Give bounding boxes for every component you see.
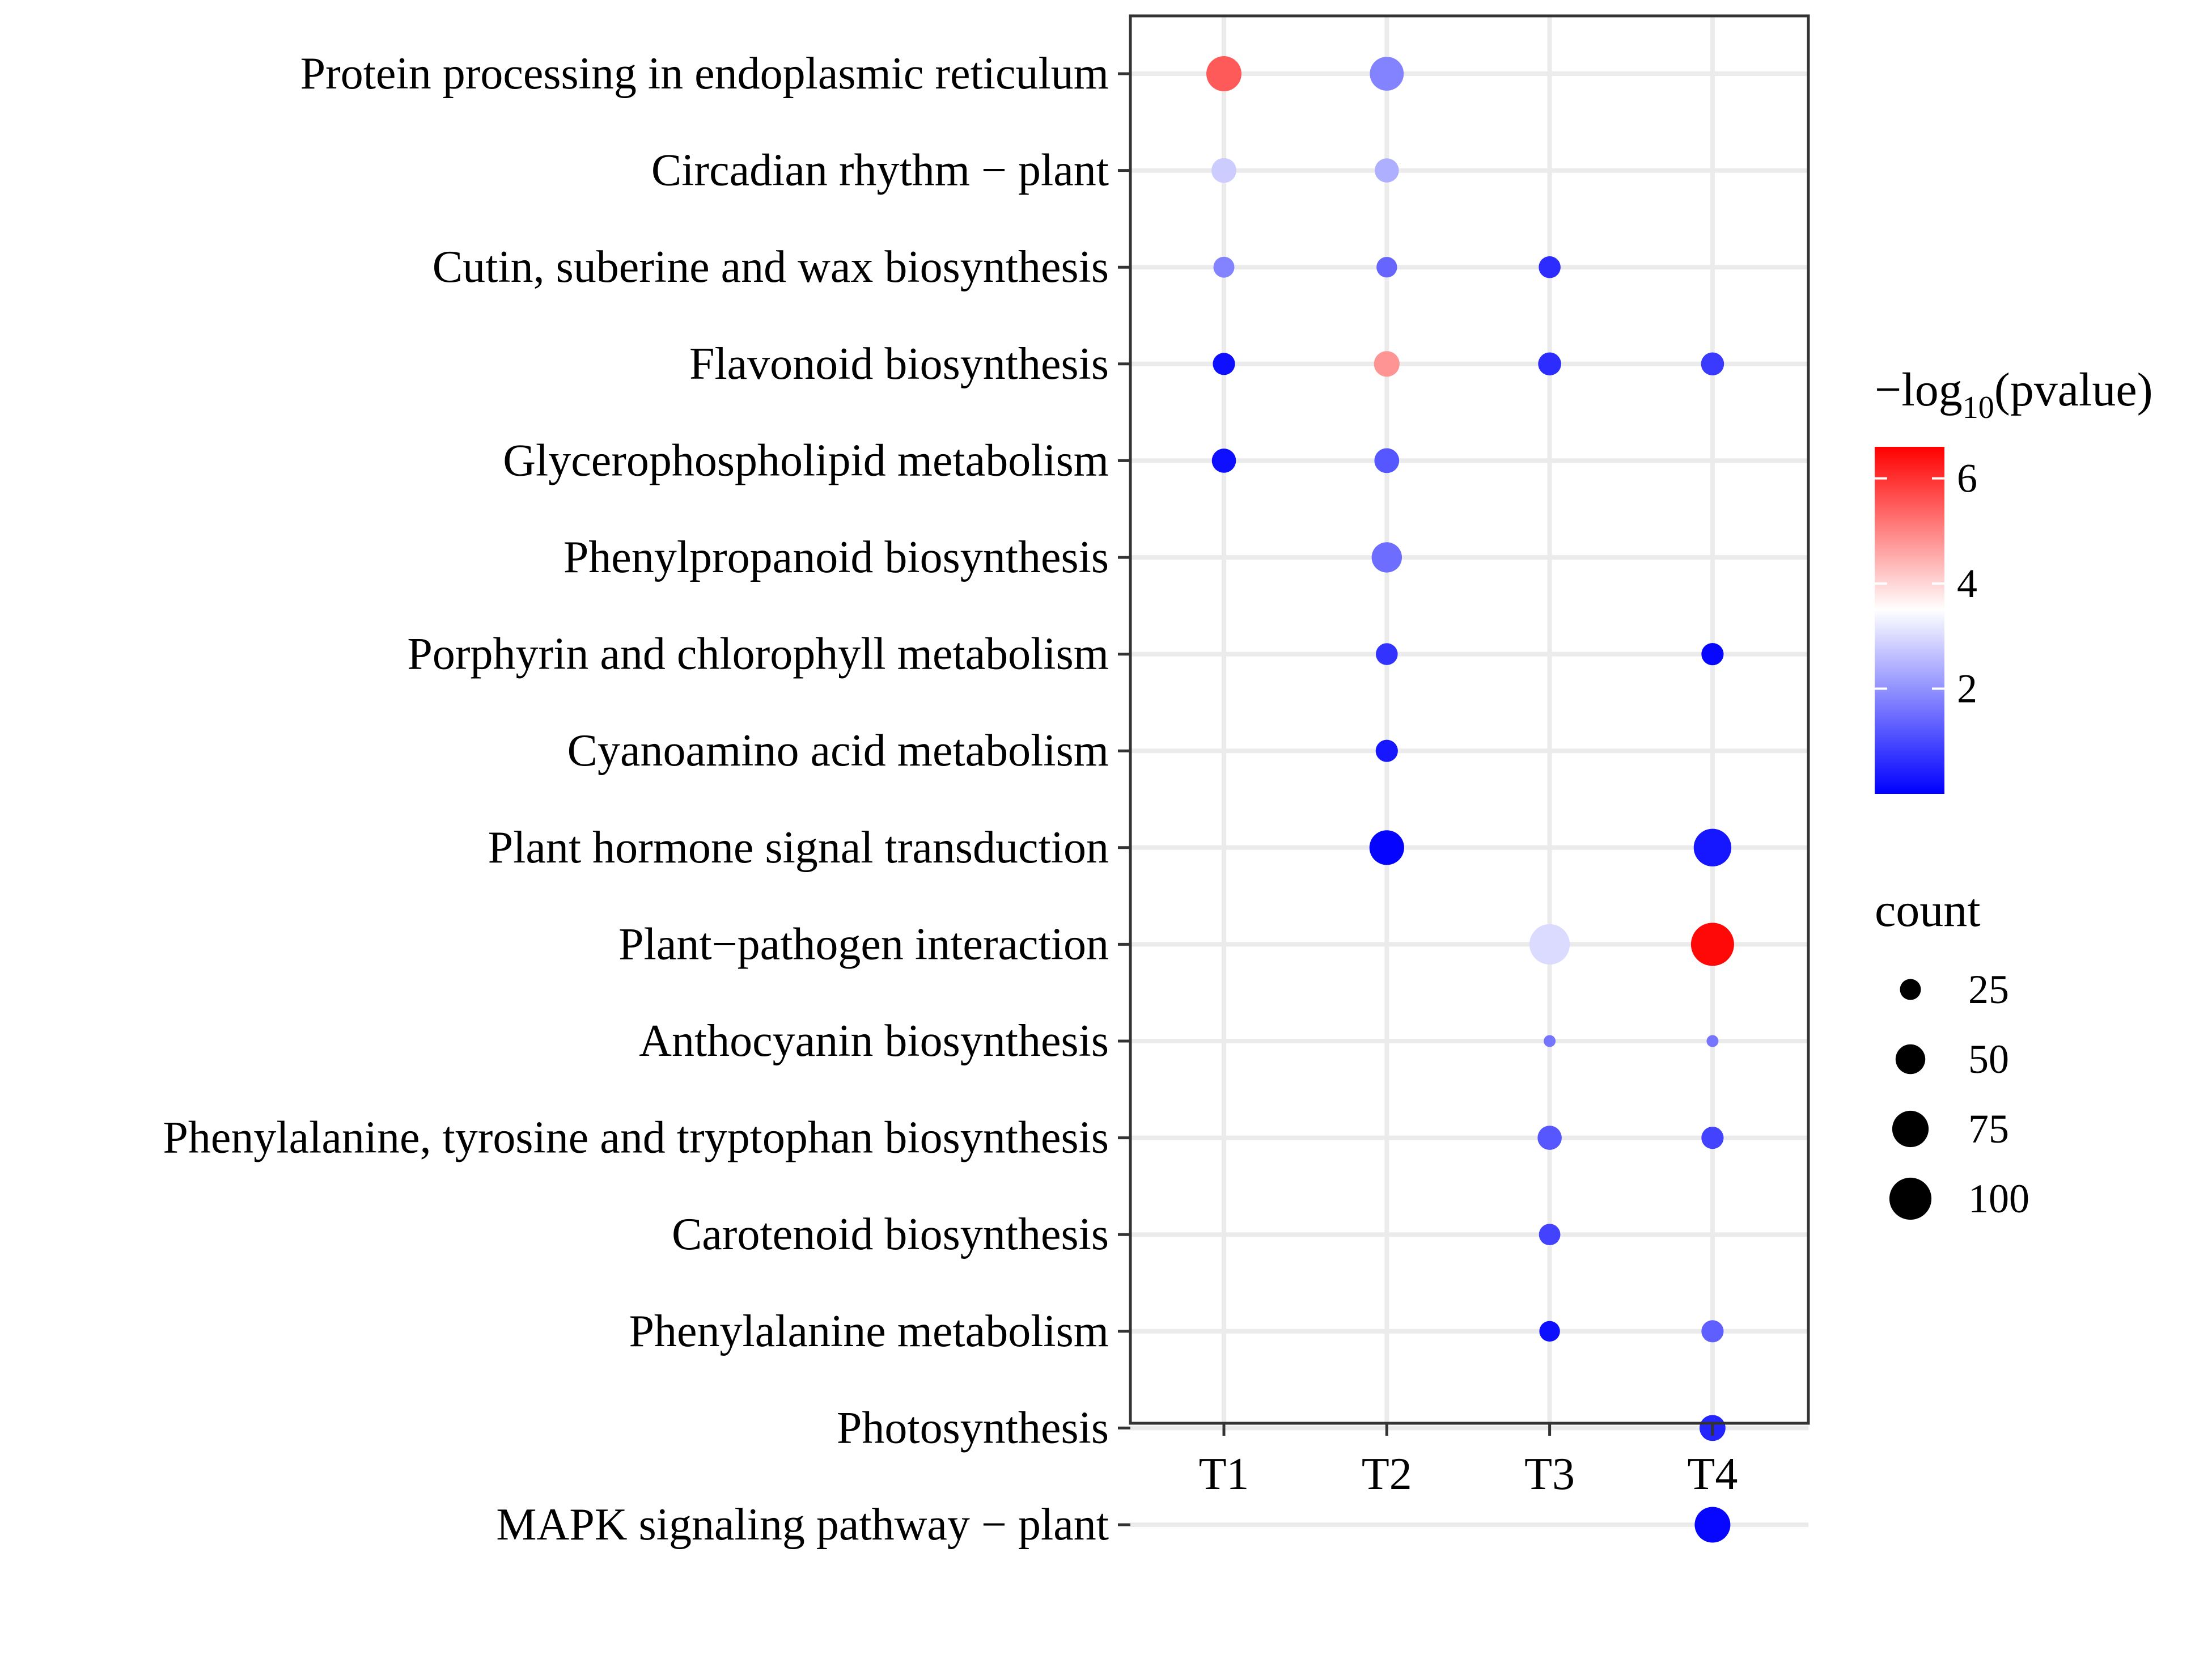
y-tick-label: Anthocyanin biosynthesis — [639, 1016, 1109, 1066]
point-t4-porphyrin-and-chlorophyll-metabolism — [1701, 643, 1724, 666]
y-tick-label: Phenylalanine, tyrosine and tryptophan b… — [163, 1113, 1109, 1163]
y-tick-label: Protein processing in endoplasmic reticu… — [300, 49, 1109, 99]
y-tick-label: Glycerophospholipid metabolism — [503, 435, 1109, 485]
size-legend-dot — [1892, 1110, 1929, 1148]
gridlines — [1130, 16, 1808, 1527]
y-tick-label: Phenylalanine metabolism — [629, 1306, 1109, 1356]
colorbar-tick-label: 2 — [1957, 666, 1977, 712]
x-tick-label: T4 — [1687, 1449, 1738, 1499]
colorbar-tick-label: 6 — [1957, 456, 1977, 501]
point-t2-phenylpropanoid-biosynthesis — [1371, 542, 1402, 573]
point-t1-circadian-rhythm-plant — [1211, 158, 1236, 183]
x-tick-label: T3 — [1524, 1449, 1575, 1499]
size-legend-dot — [1900, 979, 1921, 1000]
point-t2-cyanoamino-acid-metabolism — [1375, 739, 1398, 762]
point-t3-phenylalanine-metabolism — [1539, 1321, 1560, 1342]
size-legend-dot — [1895, 1044, 1926, 1075]
y-tick-label: Phenylpropanoid biosynthesis — [563, 532, 1109, 582]
colorbar-ticks: 2 4 6 — [1875, 456, 1977, 712]
point-t3-flavonoid-biosynthesis — [1538, 352, 1561, 376]
point-t2-glycerophospholipid-metabolism — [1374, 448, 1400, 473]
point-t4-flavonoid-biosynthesis — [1701, 352, 1724, 376]
y-tick-label: Flavonoid biosynthesis — [689, 339, 1109, 389]
point-t2-circadian-rhythm-plant — [1375, 158, 1399, 183]
point-t1-flavonoid-biosynthesis — [1213, 353, 1235, 375]
x-axis: T1 T2 T3 T4 — [1199, 1423, 1738, 1499]
point-t1-cutin-suberine-and-wax-biosynthesis — [1213, 256, 1235, 278]
y-tick-label: Porphyrin and chlorophyll metabolism — [407, 629, 1109, 679]
point-t4-anthocyanin-biosynthesis — [1706, 1035, 1719, 1047]
y-tick-label: Cutin, suberine and wax biosynthesis — [433, 242, 1109, 292]
size-legend-dot — [1889, 1177, 1932, 1220]
point-t3-carotenoid-biosynthesis — [1539, 1224, 1561, 1246]
y-tick-label: Plant hormone signal transduction — [488, 823, 1109, 873]
colorbar — [1875, 447, 1944, 794]
y-tick-label: MAPK signaling pathway − plant — [496, 1500, 1109, 1550]
size-legend-label: 50 — [1968, 1037, 2009, 1082]
point-t4-plant-pathogen-interaction — [1690, 923, 1734, 966]
size-legend-label: 100 — [1968, 1176, 2029, 1221]
point-t1-protein-processing-in-endoplasmic-reticulum — [1206, 56, 1241, 91]
panel-border — [1129, 14, 1810, 1425]
colorbar-tick-label: 4 — [1957, 561, 1977, 606]
y-tick-label: Cyanoamino acid metabolism — [567, 726, 1109, 776]
color-legend: −log10(pvalue) 2 4 6 — [1875, 363, 2153, 794]
y-tick-label: Photosynthesis — [837, 1403, 1109, 1453]
size-legend-label: 75 — [1968, 1106, 2009, 1152]
point-t2-flavonoid-biosynthesis — [1374, 351, 1400, 377]
point-t3-phenylalanine-tyrosine-and-tryptophan-biosynthesis — [1537, 1126, 1562, 1150]
size-legend-title: count — [1875, 884, 1981, 937]
point-t1-glycerophospholipid-metabolism — [1211, 449, 1236, 473]
y-tick-label: Circadian rhythm − plant — [651, 146, 1109, 196]
point-t4-mapk-signaling-pathway-plant — [1694, 1507, 1731, 1543]
y-tick-label: Plant−pathogen interaction — [618, 919, 1109, 969]
size-legend: count 25 50 75 100 — [1875, 884, 2029, 1221]
point-t3-plant-pathogen-interaction — [1529, 924, 1570, 965]
y-axis: Protein processing in endoplasmic reticu… — [163, 49, 1130, 1550]
data-points — [1206, 56, 1734, 1543]
point-t2-plant-hormone-signal-transduction — [1369, 830, 1404, 865]
point-t4-plant-hormone-signal-transduction — [1693, 828, 1732, 867]
point-t4-phenylalanine-tyrosine-and-tryptophan-biosynthesis — [1701, 1127, 1724, 1149]
size-legend-label: 25 — [1968, 967, 2009, 1012]
point-t3-anthocyanin-biosynthesis — [1544, 1035, 1556, 1047]
x-tick-label: T2 — [1362, 1449, 1412, 1499]
x-tick-label: T1 — [1199, 1449, 1249, 1499]
color-legend-title: −log10(pvalue) — [1875, 363, 2153, 425]
point-t2-cutin-suberine-and-wax-biosynthesis — [1376, 257, 1397, 278]
point-t4-phenylalanine-metabolism — [1701, 1320, 1724, 1343]
point-t2-protein-processing-in-endoplasmic-reticulum — [1370, 57, 1404, 91]
y-tick-label: Carotenoid biosynthesis — [672, 1209, 1109, 1259]
point-t2-porphyrin-and-chlorophyll-metabolism — [1376, 643, 1398, 665]
point-t3-cutin-suberine-and-wax-biosynthesis — [1539, 256, 1561, 278]
